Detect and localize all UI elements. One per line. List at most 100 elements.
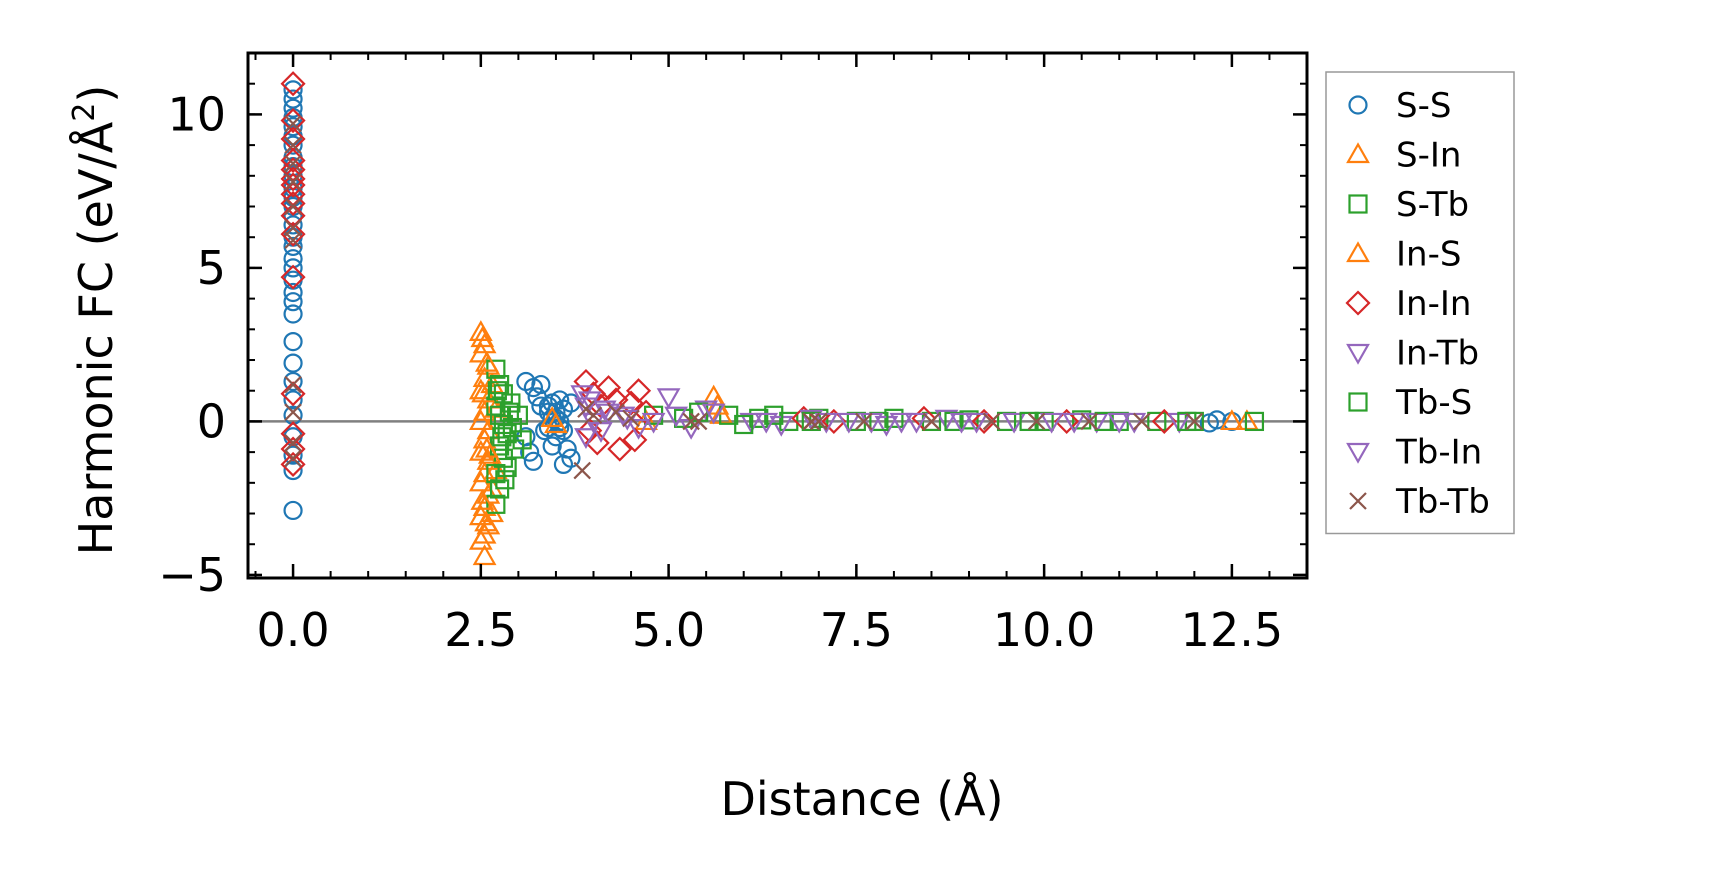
- data-point: [573, 461, 592, 480]
- data-point: [284, 434, 302, 452]
- legend-entry: S-Tb: [1348, 185, 1469, 225]
- data-point: [570, 385, 595, 407]
- legend-marker: [1346, 343, 1370, 365]
- data-point: [739, 412, 764, 434]
- data-point: [280, 264, 306, 290]
- y-tick-label: 10: [167, 87, 226, 141]
- data-point: [1107, 412, 1132, 434]
- data-point: [1147, 411, 1167, 432]
- data-point: [1199, 413, 1219, 433]
- y-axis-label-sup: 2: [67, 103, 102, 122]
- legend-marker: [1346, 142, 1370, 164]
- data-point: [523, 451, 544, 471]
- data-point: [810, 412, 828, 431]
- y-axis-label-main: Harmonic FC (eV/Å: [69, 121, 123, 555]
- data-point: [280, 381, 306, 407]
- data-point: [574, 428, 598, 449]
- x-axis-label: Distance (Å): [720, 772, 1003, 826]
- legend-label: In-Tb: [1396, 334, 1479, 374]
- data-point: [283, 445, 303, 465]
- data-point: [964, 412, 989, 434]
- data-point: [682, 412, 700, 431]
- data-point: [470, 326, 495, 348]
- data-point: [607, 436, 633, 462]
- legend-marker: [1348, 95, 1368, 115]
- data-point: [959, 410, 979, 430]
- data-point: [802, 412, 821, 431]
- data-point: [468, 341, 493, 363]
- data-point: [284, 403, 302, 421]
- data-point: [495, 470, 515, 490]
- data-point: [499, 402, 519, 422]
- data-point: [280, 172, 306, 198]
- data-point: [280, 71, 306, 97]
- data-point: [884, 408, 904, 428]
- y-axis-label-close: ): [69, 85, 123, 103]
- data-point: [749, 408, 769, 428]
- data-point: [284, 173, 302, 191]
- data-point: [468, 409, 493, 431]
- data-point: [284, 136, 302, 154]
- y-axis-label: Harmonic FC (eV/Å2): [67, 85, 123, 556]
- legend-label: Tb-In: [1395, 433, 1482, 473]
- legend-marker: [1348, 392, 1368, 412]
- data-point: [889, 412, 914, 434]
- data-point: [284, 449, 302, 468]
- data-point: [283, 80, 303, 100]
- data-point: [836, 412, 861, 434]
- data-point: [531, 374, 551, 395]
- legend-label: S-S: [1396, 86, 1451, 126]
- legend-entry: Tb-S: [1348, 383, 1472, 423]
- x-tick-label: 7.5: [820, 603, 893, 657]
- data-point: [283, 236, 303, 257]
- data-point: [1002, 412, 1026, 434]
- data-point: [764, 405, 784, 425]
- data-point: [284, 197, 302, 216]
- legend-label: In-In: [1396, 284, 1471, 324]
- data-point: [502, 417, 522, 438]
- data-point: [656, 388, 681, 410]
- data-point: [284, 231, 302, 250]
- legend-box: [1325, 71, 1515, 535]
- legend-entry: S-In: [1346, 136, 1461, 176]
- data-point: [280, 221, 306, 247]
- legend-entry: Tb-Tb: [1349, 482, 1490, 522]
- data-point: [283, 117, 303, 137]
- data-point: [622, 409, 640, 428]
- data-point: [949, 412, 974, 434]
- data-point: [689, 412, 708, 431]
- x-tick-label: 5.0: [632, 603, 705, 657]
- data-point: [283, 215, 303, 235]
- data-point: [280, 421, 306, 447]
- legend-entry: In-In: [1345, 284, 1471, 324]
- data-point: [470, 489, 495, 510]
- data-point: [474, 350, 499, 372]
- data-point: [544, 412, 568, 434]
- legend-label: S-Tb: [1396, 185, 1469, 225]
- data-point: [284, 154, 302, 173]
- data-point: [512, 430, 532, 450]
- data-point: [477, 442, 502, 464]
- data-point: [283, 304, 303, 324]
- legend-entry: In-Tb: [1346, 334, 1479, 374]
- data-point: [625, 378, 652, 404]
- legend-marker: [1348, 194, 1368, 214]
- data-point: [474, 510, 498, 532]
- legend-label: S-In: [1396, 136, 1461, 176]
- plot-marks: [248, 71, 1307, 566]
- legend-marker: [1346, 241, 1370, 263]
- data-point: [1219, 409, 1244, 431]
- plot-frame: [246, 51, 1309, 580]
- legend-marker: [1349, 492, 1367, 510]
- data-point: [550, 390, 570, 410]
- axes: 0.0 2.5 5.0 7.5 10.0 12.5 −5 0 5 10: [158, 51, 1309, 657]
- data-point: [283, 353, 303, 373]
- data-point: [283, 371, 303, 392]
- legend-entry: In-S: [1346, 235, 1461, 275]
- data-point: [284, 219, 302, 237]
- data-point: [626, 418, 651, 440]
- data-point: [283, 258, 303, 278]
- data-point: [607, 403, 625, 421]
